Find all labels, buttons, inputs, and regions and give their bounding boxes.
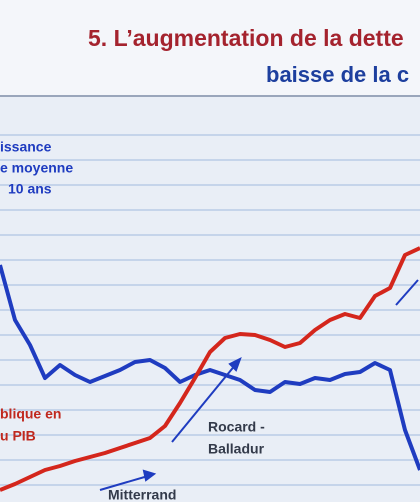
series-line xyxy=(0,264,420,471)
chart-title: 5. L’augmentation de la dette xyxy=(88,25,404,51)
title-band xyxy=(0,0,420,95)
annotation: issance xyxy=(0,139,52,155)
annotation: u PIB xyxy=(0,428,36,444)
arrow-head xyxy=(142,469,157,482)
annotation: Mitterrand xyxy=(108,487,176,502)
arrows xyxy=(99,279,419,491)
arrow-head xyxy=(228,356,242,372)
series-line xyxy=(0,246,420,492)
plot xyxy=(0,246,420,492)
arrow xyxy=(99,475,149,491)
annotation: Rocard - xyxy=(208,419,265,435)
grid xyxy=(0,134,420,486)
annotation: e moyenne xyxy=(0,160,73,176)
arrow xyxy=(395,279,419,306)
annotation: 10 ans xyxy=(8,181,52,197)
annotation: Balladur xyxy=(208,441,265,457)
chart-subtitle: baisse de la c xyxy=(266,62,409,87)
annotation: blique en xyxy=(0,406,61,422)
arrow xyxy=(171,363,237,443)
